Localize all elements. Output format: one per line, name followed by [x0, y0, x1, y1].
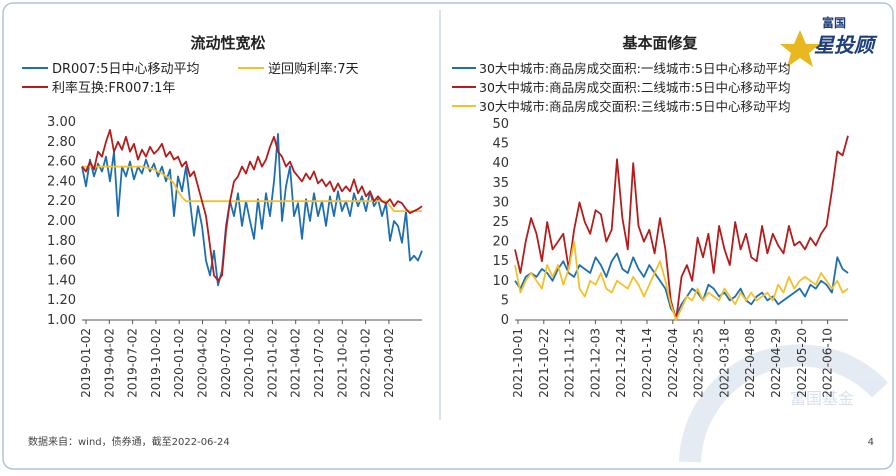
chart-liquidity-y-tick-label: 1.20	[47, 293, 76, 308]
chart-liquidity-y-tick-label: 2.80	[47, 135, 76, 150]
chart-liquidity-x-tick-label: 2020-01-02	[172, 328, 186, 398]
chart-fundamentals-x-tick-label: 2022-03-18	[717, 328, 731, 398]
chart-fundamentals-x-tick-label: 2022-02-25	[692, 328, 706, 398]
chart-fundamentals-y-tick-label: 10	[492, 274, 509, 289]
chart-liquidity-y-tick-label: 1.40	[47, 273, 76, 288]
chart-fundamentals-y-tick-label: 0	[501, 313, 509, 328]
chart-fundamentals-x-tick-label: 2021-10-22	[537, 328, 551, 398]
chart-fundamentals-lines	[514, 135, 849, 321]
chart-liquidity-title: 流动性宽松	[190, 34, 265, 52]
chart-liquidity-series-line-1	[82, 165, 422, 213]
chart-liquidity-x-tick-label: 2021-04-02	[289, 328, 303, 398]
legend-label-dr007: DR007:5日中心移动平均	[52, 62, 200, 77]
chart-liquidity-axes: 3.00 2.80 2.60 2.40 2.20 2.00 1.80 1.60 1.40 1.20…	[47, 115, 422, 398]
footnote: 数据来自：wind，债券通，截至2022-06-24	[28, 435, 230, 448]
star-icon	[780, 30, 820, 67]
logo-brand-large: 星投顾	[814, 33, 878, 57]
chart-liquidity-y-tick-label: 3.00	[47, 115, 76, 130]
chart-fundamentals-x-tick-label: 2022-04-08	[743, 328, 757, 398]
legend-label-tier1: 30大中城市:商品房成交面积:一线城市:5日中心移动平均	[479, 61, 791, 76]
legend-label-tier2: 30大中城市:商品房成交面积:二线城市:5日中心移动平均	[479, 80, 791, 95]
chart-liquidity-x-tick-label: 2021-10-02	[335, 328, 349, 398]
chart-fundamentals-legend: 30大中城市:商品房成交面积:一线城市:5日中心移动平均 30大中城市:商品房成…	[452, 61, 791, 114]
watermark-arc	[679, 344, 888, 463]
chart-fundamentals-x-tick-label: 2022-02-04	[666, 328, 680, 398]
chart-liquidity-series-line-0	[81, 132, 423, 287]
chart-fundamentals-y-tick-label: 30	[492, 195, 509, 210]
chart-liquidity-y-tick-label: 2.00	[47, 214, 76, 229]
chart-fundamentals-y-tick-label: 15	[492, 254, 509, 269]
chart-liquidity-x-tick-label: 2020-07-02	[219, 328, 233, 398]
chart-liquidity-x-tick-label: 2019-10-02	[149, 328, 163, 398]
slide-frame	[2, 2, 894, 470]
chart-liquidity-y-tick-label: 2.20	[47, 194, 76, 209]
chart-fundamentals-x-tick-label: 2022-01-14	[640, 328, 654, 398]
chart-liquidity-legend: DR007:5日中心移动平均 逆回购利率:7天 利率互换:FR007:1年	[22, 61, 359, 96]
chart-fundamentals-y-tick-label: 45	[492, 137, 509, 152]
legend-label-irs: 利率互换:FR007:1年	[52, 80, 175, 96]
chart-fundamentals-series-line-2	[514, 240, 849, 321]
chart-fundamentals-y-tick-label: 40	[492, 156, 509, 171]
chart-fundamentals-x-tick-label: 2022-06-10	[821, 328, 835, 398]
chart-fundamentals-x-tick-label: 2021-12-24	[614, 328, 628, 398]
chart-fundamentals-y-tick-label: 35	[492, 176, 509, 191]
chart-fundamentals-title: 基本面修复	[621, 34, 698, 52]
page-number: 4	[868, 437, 874, 448]
chart-liquidity-x-tick-label: 2021-01-02	[265, 328, 279, 398]
chart-liquidity-y-tick-label: 1.60	[47, 254, 76, 269]
chart-liquidity-x-tick-label: 2019-01-02	[79, 328, 93, 398]
chart-fundamentals-x-tick-label: 2022-04-29	[769, 328, 783, 398]
chart-fundamentals-y-tick-label: 5	[501, 293, 509, 308]
brand-logo: 富国 星投顾	[780, 15, 878, 67]
chart-liquidity-y-tick-label: 1.80	[47, 234, 76, 249]
legend-label-tier3: 30大中城市:商品房成交面积:三线城市:5日中心移动平均	[479, 99, 791, 114]
chart-liquidity-x-tick-label: 2020-04-02	[196, 328, 210, 398]
chart-fundamentals-y-tick-label: 20	[492, 235, 509, 250]
chart-fundamentals-x-tick-label: 2022-05-20	[795, 328, 809, 398]
chart-fundamentals-x-tick-label: 2021-11-12	[563, 328, 577, 398]
legend-label-reverse-repo: 逆回购利率:7天	[268, 61, 359, 77]
logo-brand-small: 富国	[822, 15, 846, 30]
chart-liquidity-x-tick-label: 2022-04-02	[382, 328, 396, 398]
chart-fundamentals-x-tick-label: 2021-12-03	[588, 328, 602, 398]
chart-liquidity-x-tick-label: 2019-04-02	[102, 328, 116, 398]
chart-liquidity-y-tick-label: 2.40	[47, 174, 76, 189]
chart-liquidity-x-tick-label: 2020-10-02	[242, 328, 256, 398]
chart-fundamentals-series-line-0	[514, 252, 849, 318]
chart-liquidity-y-tick-label: 1.00	[47, 313, 76, 328]
chart-fundamentals-x-tick-label: 2021-10-01	[511, 328, 525, 398]
chart-liquidity-x-tick-label: 2022-01-02	[359, 328, 373, 398]
chart-fundamentals-y-tick-label: 50	[492, 117, 509, 132]
chart-liquidity: 流动性宽松 DR007:5日中心移动平均 逆回购利率:7天 利率互换:FR007…	[22, 34, 423, 398]
chart-liquidity-series-line-2	[81, 128, 423, 282]
chart-fundamentals-y-tick-label: 25	[492, 215, 509, 230]
watermark: 富国基金	[679, 344, 888, 463]
watermark-text: 富国基金	[790, 389, 854, 408]
chart-liquidity-x-tick-label: 2021-07-02	[312, 328, 326, 398]
chart-fundamentals: 基本面修复 30大中城市:商品房成交面积:一线城市:5日中心移动平均 30大中城…	[452, 34, 849, 398]
chart-liquidity-y-tick-label: 2.60	[47, 155, 76, 170]
chart-liquidity-lines	[81, 128, 423, 287]
chart-fundamentals-series-line-1	[514, 135, 849, 321]
chart-liquidity-x-tick-label: 2019-07-02	[126, 328, 140, 398]
